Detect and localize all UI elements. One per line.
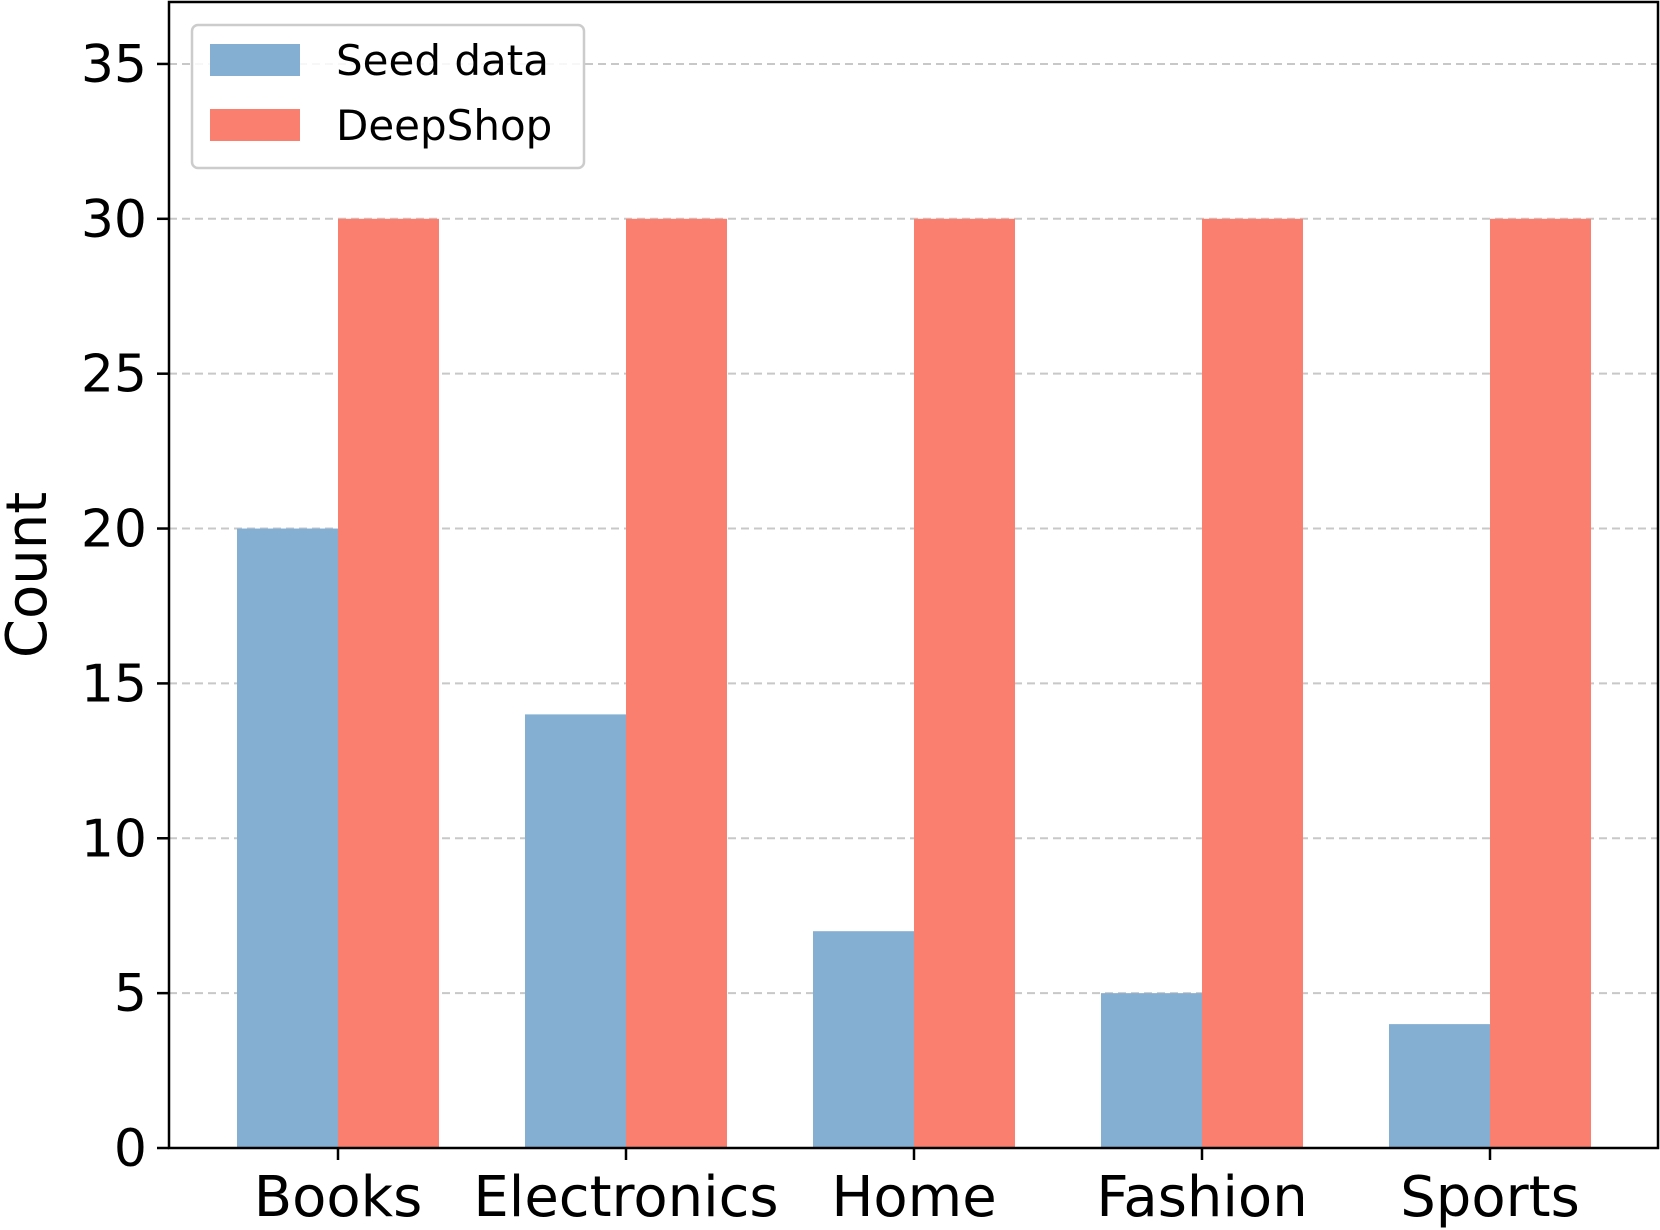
bar-deepshop-home	[914, 218, 1015, 1149]
y-tick-label: 30	[81, 190, 147, 250]
x-tick-label: Books	[254, 1165, 423, 1230]
legend-label-seed-data: Seed data	[336, 36, 549, 85]
y-axis-ticks: 0 5 10 15 20 25 30 35	[81, 35, 169, 1179]
y-tick-label: 35	[81, 35, 147, 95]
bar-seed-data-books	[237, 528, 338, 1148]
y-tick-label: 5	[114, 964, 147, 1024]
legend-swatch-seed-data	[210, 44, 300, 76]
x-tick-label: Fashion	[1096, 1165, 1307, 1230]
y-tick-label: 20	[81, 500, 147, 560]
bar-deepshop-fashion	[1202, 218, 1303, 1149]
x-tick-label: Electronics	[473, 1165, 778, 1230]
x-tick-label: Home	[831, 1165, 996, 1230]
y-tick-label: 25	[81, 345, 147, 405]
bar-deepshop-electronics	[626, 218, 727, 1149]
y-tick-label: 10	[81, 809, 147, 869]
bar-deepshop-books	[338, 218, 439, 1149]
bar-seed-data-electronics	[525, 714, 626, 1148]
x-axis-ticks: Books Electronics Home Fashion Sports	[254, 1148, 1580, 1230]
y-tick-label: 0	[114, 1119, 147, 1179]
bar-seed-data-home	[813, 931, 914, 1148]
bars	[237, 218, 1591, 1149]
y-tick-label: 15	[81, 654, 147, 714]
bar-seed-data-fashion	[1101, 993, 1202, 1148]
legend-swatch-deepshop	[210, 109, 300, 141]
x-tick-label: Sports	[1400, 1165, 1580, 1230]
bar-seed-data-sports	[1389, 1024, 1490, 1148]
y-axis-title: Count	[0, 492, 60, 658]
legend: Seed data DeepShop	[190, 23, 586, 170]
bar-deepshop-sports	[1490, 218, 1591, 1149]
legend-label-deepshop: DeepShop	[336, 101, 552, 150]
